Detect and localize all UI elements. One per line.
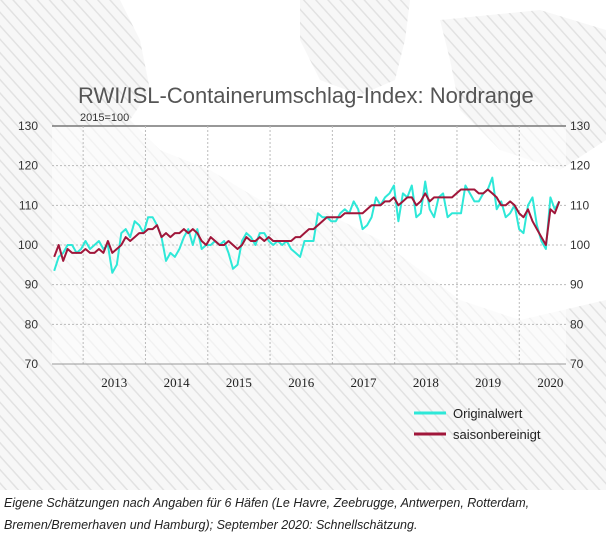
y-tick-left-110: 110 <box>19 198 38 212</box>
year-label-2013: 2013 <box>101 375 127 390</box>
year-label-2019: 2019 <box>475 375 501 390</box>
year-label-2020: 2020 <box>537 375 563 390</box>
legend-label-saisonbereinigt: saisonbereinigt <box>453 427 541 442</box>
chart-subtitle: 2015=100 <box>80 112 129 124</box>
x-axis-years: 2013 2014 2015 2016 2017 2018 2019 2020 <box>101 375 563 390</box>
gridlines <box>52 125 566 365</box>
y-tick-right-70: 70 <box>570 357 584 371</box>
y-tick-left-120: 120 <box>18 159 38 173</box>
y-tick-left-70: 70 <box>25 357 39 371</box>
series-line-originalwert <box>53 176 561 274</box>
y-tick-left-80: 80 <box>25 317 39 331</box>
y-tick-left-100: 100 <box>18 238 38 252</box>
y-tick-right-90: 90 <box>570 278 584 292</box>
year-label-2018: 2018 <box>413 375 439 390</box>
y-tick-right-120: 120 <box>570 159 590 173</box>
y-tick-right-130: 130 <box>570 119 590 133</box>
series-layer <box>53 176 561 274</box>
legend-label-originalwert: Originalwert <box>453 406 523 421</box>
y-tick-right-110: 110 <box>570 198 589 212</box>
legend: Originalwert saisonbereinigt <box>414 406 541 442</box>
y-tick-left-90: 90 <box>25 278 39 292</box>
y-axis-right: 70 80 90 100 110 120 130 <box>570 119 590 371</box>
chart-title: RWI/ISL-Containerumschlag-Index: Nordran… <box>78 83 534 108</box>
y-tick-right-100: 100 <box>570 238 590 252</box>
year-label-2014: 2014 <box>164 375 191 390</box>
chart-caption: Eigene Schätzungen nach Angaben für 6 Hä… <box>4 496 530 532</box>
year-label-2016: 2016 <box>288 375 315 390</box>
y-tick-right-80: 80 <box>570 317 584 331</box>
series-line-saisonbereinigt <box>53 188 561 262</box>
year-label-2015: 2015 <box>226 375 252 390</box>
y-axis-left: 70 80 90 100 110 120 130 <box>18 119 38 371</box>
year-label-2017: 2017 <box>351 375 378 390</box>
y-tick-left-130: 130 <box>18 119 38 133</box>
